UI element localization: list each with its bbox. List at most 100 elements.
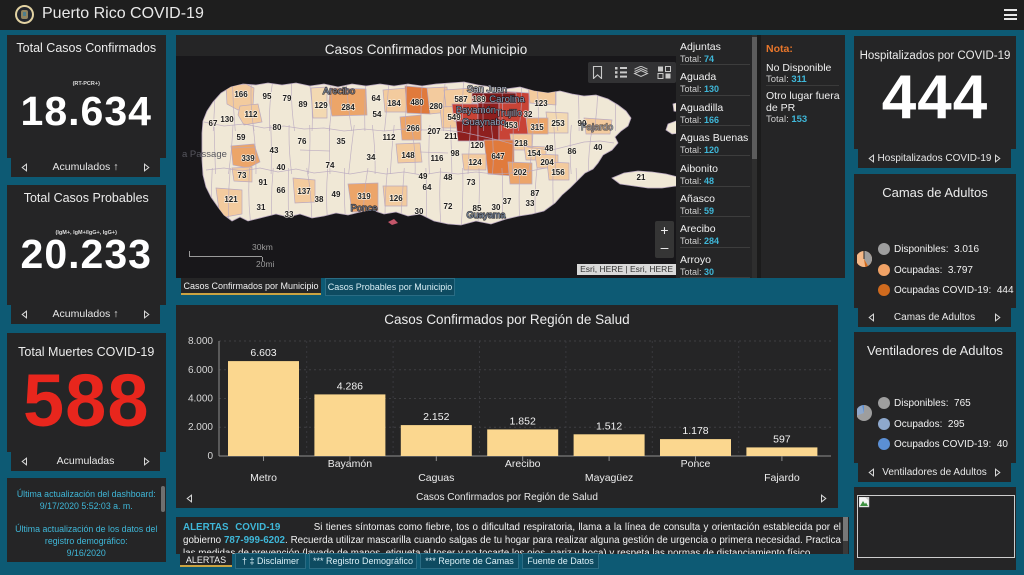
svg-text:189: 189	[472, 95, 486, 104]
svg-text:597: 597	[773, 433, 791, 445]
svg-text:2.152: 2.152	[423, 411, 449, 423]
svg-text:90: 90	[578, 119, 587, 128]
svg-text:Guaynabo: Guaynabo	[462, 117, 506, 128]
svg-text:76: 76	[298, 137, 307, 146]
svg-text:549: 549	[447, 113, 461, 122]
svg-text:Arecibo: Arecibo	[505, 458, 541, 470]
svg-text:148: 148	[401, 151, 415, 160]
svg-text:66: 66	[277, 186, 286, 195]
svg-text:86: 86	[568, 147, 577, 156]
svg-text:453: 453	[504, 121, 518, 130]
svg-text:284: 284	[341, 103, 355, 112]
svg-text:129: 129	[314, 101, 328, 110]
svg-text:49: 49	[332, 190, 341, 199]
svg-text:266: 266	[406, 124, 420, 133]
svg-text:207: 207	[427, 127, 441, 136]
svg-text:Trujillo: Trujillo	[496, 108, 522, 118]
svg-text:4.000: 4.000	[188, 394, 213, 405]
svg-text:2.000: 2.000	[188, 422, 213, 433]
svg-text:218: 218	[514, 139, 528, 148]
svg-text:1.852: 1.852	[510, 415, 536, 427]
svg-text:98: 98	[451, 149, 460, 158]
svg-text:Fajardo: Fajardo	[764, 472, 800, 484]
svg-text:Guayama: Guayama	[466, 210, 505, 220]
svg-text:6.000: 6.000	[188, 365, 213, 376]
svg-text:8.000: 8.000	[188, 336, 213, 347]
svg-text:73: 73	[467, 178, 476, 187]
svg-text:54: 54	[373, 110, 382, 119]
svg-text:89: 89	[299, 100, 308, 109]
svg-text:40: 40	[594, 143, 603, 152]
svg-text:35: 35	[337, 137, 346, 146]
svg-text:202: 202	[513, 168, 527, 177]
svg-text:79: 79	[283, 94, 292, 103]
svg-text:112: 112	[383, 133, 396, 142]
svg-text:Mayagüez: Mayagüez	[585, 472, 633, 484]
svg-text:40: 40	[277, 163, 286, 172]
svg-text:30: 30	[415, 207, 424, 216]
svg-text:124: 124	[468, 158, 482, 167]
svg-text:33: 33	[285, 210, 294, 219]
svg-text:37: 37	[503, 197, 512, 206]
svg-text:64: 64	[372, 94, 381, 103]
svg-text:72: 72	[444, 202, 453, 211]
svg-text:211: 211	[445, 132, 458, 141]
svg-text:85: 85	[473, 204, 482, 213]
svg-text:a Passage: a Passage	[182, 149, 227, 160]
svg-text:116: 116	[431, 154, 444, 163]
svg-text:112: 112	[245, 110, 258, 119]
svg-text:San Juan: San Juan	[467, 84, 507, 95]
svg-text:91: 91	[259, 178, 268, 187]
svg-text:43: 43	[270, 146, 279, 155]
svg-text:0: 0	[207, 451, 213, 462]
svg-text:Ponce: Ponce	[351, 203, 378, 214]
svg-text:156: 156	[551, 168, 565, 177]
svg-text:49: 49	[419, 172, 428, 181]
svg-text:126: 126	[389, 194, 403, 203]
svg-text:319: 319	[357, 192, 371, 201]
svg-text:64: 64	[423, 183, 432, 192]
svg-text:74: 74	[326, 161, 335, 170]
svg-text:154: 154	[527, 149, 541, 158]
svg-text:Bayamón: Bayamón	[456, 105, 496, 116]
svg-text:Caguas: Caguas	[418, 472, 454, 484]
svg-text:21: 21	[637, 173, 646, 182]
svg-text:38: 38	[315, 195, 324, 204]
svg-text:Ponce: Ponce	[681, 458, 711, 470]
svg-text:80: 80	[273, 123, 282, 132]
svg-text:30: 30	[492, 203, 501, 212]
svg-text:1.512: 1.512	[596, 420, 622, 432]
svg-text:33: 33	[526, 199, 535, 208]
svg-text:339: 339	[241, 154, 255, 163]
svg-text:123: 123	[534, 99, 548, 108]
svg-text:48: 48	[444, 173, 453, 182]
svg-text:73: 73	[238, 171, 247, 180]
svg-text:121: 121	[224, 195, 238, 204]
svg-text:120: 120	[470, 141, 484, 150]
svg-text:87: 87	[531, 189, 540, 198]
svg-text:184: 184	[387, 99, 401, 108]
svg-text:Fajardo: Fajardo	[581, 122, 613, 133]
svg-text:95: 95	[263, 92, 272, 101]
svg-text:587: 587	[454, 95, 468, 104]
svg-text:Metro: Metro	[250, 472, 277, 484]
svg-text:253: 253	[551, 119, 565, 128]
svg-text:6.603: 6.603	[250, 347, 276, 359]
svg-text:137: 137	[297, 187, 311, 196]
svg-text:Arecibo: Arecibo	[323, 86, 355, 97]
svg-text:204: 204	[540, 158, 554, 167]
svg-text:31: 31	[257, 203, 266, 212]
svg-text:166: 166	[234, 90, 248, 99]
svg-text:Bayamón: Bayamón	[328, 458, 373, 470]
svg-text:315: 315	[530, 123, 544, 132]
svg-text:280: 280	[429, 102, 443, 111]
svg-text:32: 32	[524, 110, 533, 119]
svg-text:130: 130	[220, 115, 234, 124]
svg-text:34: 34	[367, 153, 376, 162]
svg-text:59: 59	[237, 133, 246, 142]
svg-text:4.286: 4.286	[337, 380, 363, 392]
svg-text:67: 67	[209, 119, 218, 128]
svg-text:480: 480	[410, 98, 424, 107]
svg-text:647: 647	[491, 152, 505, 161]
svg-text:Carolina: Carolina	[489, 94, 525, 105]
